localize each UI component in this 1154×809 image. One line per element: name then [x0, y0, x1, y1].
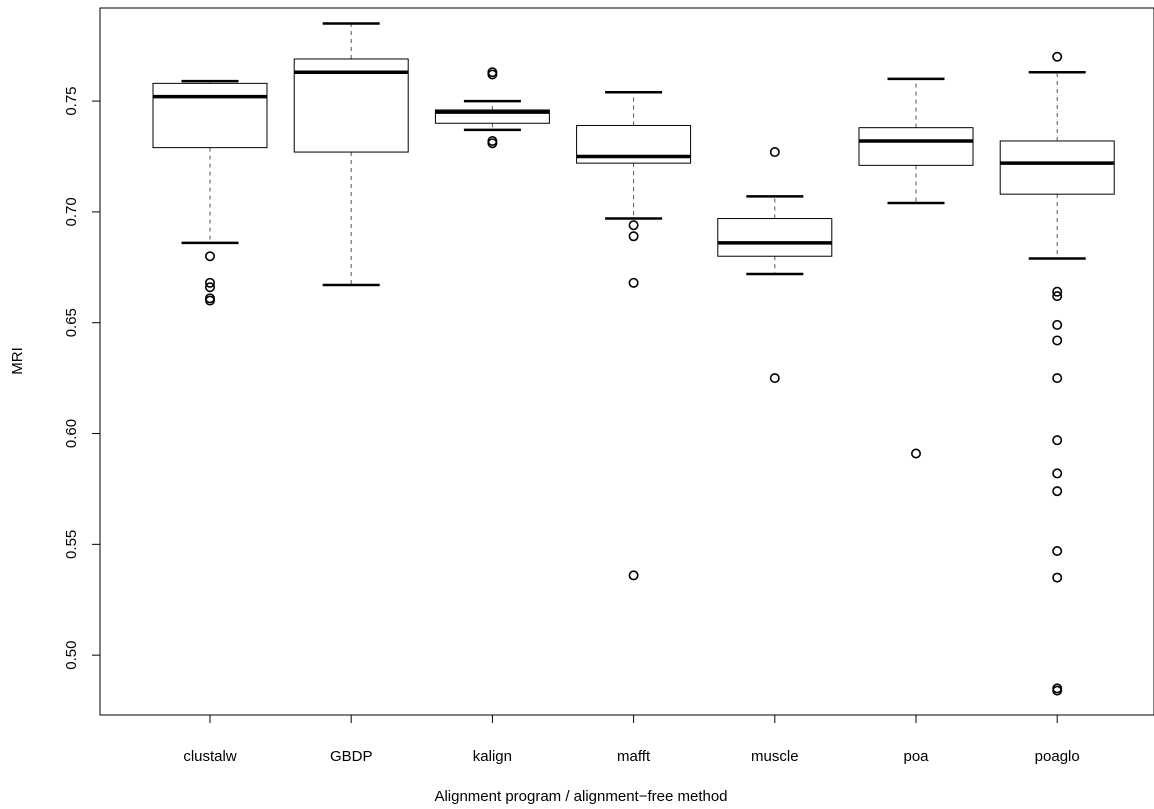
- boxes-layer: [152, 22, 1115, 696]
- plot-frame: [99, 7, 1154, 716]
- outlier-point: [769, 147, 780, 158]
- box-group-GBDP: [293, 22, 409, 287]
- outlier-point: [205, 295, 216, 306]
- outlier-point: [1052, 468, 1063, 479]
- outlier-point: [628, 220, 639, 231]
- box-group-mafft: [576, 90, 692, 581]
- y-tick-label: 0.50: [63, 641, 80, 670]
- iqr-box: [999, 140, 1115, 195]
- outlier-point: [910, 448, 921, 459]
- iqr-box: [717, 218, 833, 257]
- box-group-poaglo: [999, 51, 1115, 696]
- outlier-point: [1052, 335, 1063, 346]
- x-tick-label: poa: [903, 748, 929, 765]
- x-tick-label: GBDP: [330, 748, 373, 765]
- x-axis: clustalw GBDP kalign mafft muscle poa poaglo: [183, 715, 1080, 765]
- outlier-point: [1052, 51, 1063, 62]
- x-tick-label: muscle: [751, 748, 799, 765]
- x-tick-label: clustalw: [183, 748, 237, 765]
- x-tick-label: kalign: [473, 748, 512, 765]
- outlier-point: [1052, 685, 1063, 696]
- iqr-box: [152, 82, 268, 149]
- outlier-point: [1052, 572, 1063, 583]
- y-tick-label: 0.60: [63, 419, 80, 448]
- outlier-point: [1052, 373, 1063, 384]
- y-axis: 0.50 0.55 0.60 0.65 0.70 0.75: [63, 86, 100, 670]
- x-tick-label: mafft: [617, 748, 651, 765]
- outlier-point: [487, 138, 498, 149]
- box-group-muscle: [717, 147, 833, 384]
- x-tick-label: poaglo: [1035, 748, 1080, 765]
- box-group-kalign: [434, 67, 550, 149]
- outlier-point: [1052, 319, 1063, 330]
- outlier-point: [205, 282, 216, 293]
- outlier-point: [205, 277, 216, 288]
- outlier-point: [1052, 435, 1063, 446]
- iqr-box: [293, 58, 409, 153]
- x-axis-title: Alignment program / alignment−free metho…: [434, 788, 727, 805]
- outlier-point: [205, 251, 216, 262]
- outlier-point: [1052, 486, 1063, 497]
- outlier-point: [1052, 545, 1063, 556]
- iqr-box: [858, 127, 974, 166]
- y-axis-title: MRI: [9, 347, 26, 375]
- outlier-point: [628, 277, 639, 288]
- outlier-point: [1052, 286, 1063, 297]
- outlier-point: [487, 69, 498, 80]
- y-tick-label: 0.70: [63, 197, 80, 226]
- outlier-point: [628, 231, 639, 242]
- box-group-clustalw: [152, 79, 268, 306]
- outlier-point: [628, 570, 639, 581]
- y-tick-label: 0.75: [63, 86, 80, 115]
- outlier-point: [1052, 291, 1063, 302]
- y-tick-label: 0.55: [63, 530, 80, 559]
- box-group-poa: [858, 77, 974, 459]
- y-tick-label: 0.65: [63, 308, 80, 337]
- outlier-point: [769, 373, 780, 384]
